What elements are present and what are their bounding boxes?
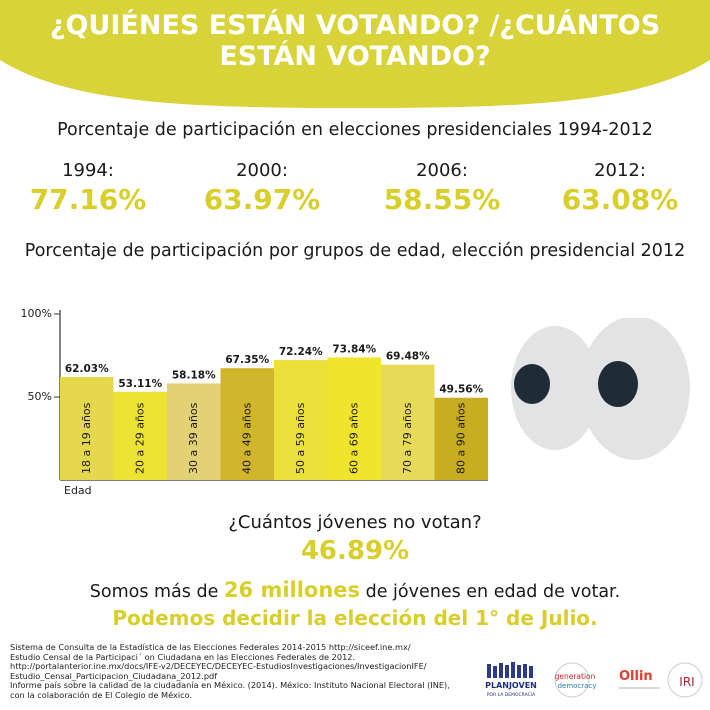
bar-value-label: 53.11%: [118, 378, 162, 390]
turnout-value: 58.55%: [383, 183, 501, 216]
page-title-line1: ¿QUIÉNES ESTÁN VOTANDO? /¿CUÁNTOS: [49, 10, 661, 41]
category-label: 30 a 39 años: [187, 402, 200, 474]
source-line: Estudio Censal de la Participaci´ on Ciu…: [10, 651, 356, 662]
left-pupil-icon: [514, 364, 550, 404]
bar: [274, 360, 328, 480]
category-label: 60 a 69 años: [347, 402, 360, 474]
category-label: 80 a 90 años: [454, 402, 467, 474]
turnout-year: 1994:: [62, 160, 114, 181]
category-label: 70 a 79 años: [401, 402, 414, 474]
bar: [113, 391, 167, 480]
header-banner: [0, 0, 710, 110]
planjoven-logo: PLANJOVEN POR LA DEMOCRACIA: [485, 662, 537, 698]
turnout-year: 2000:: [236, 160, 288, 181]
age-group-chart-svg: 100% 50% 62.03% 18 a 19 años 53.11% 20 a 29 a…: [21, 307, 488, 497]
chart-title: Porcentaje de participación por grupos d…: [24, 241, 686, 261]
page-title: ¿QUIÉNES ESTÁN VOTANDO? /¿CUÁNTOS ESTÁN …: [0, 10, 710, 72]
y-tick-label: 100%: [21, 307, 52, 320]
source-line: http://portalanterior.ine.mx/docs/IFE-v2…: [10, 661, 427, 671]
bar: [327, 357, 381, 480]
source-line: Sistema de Consulta de la Estadística de…: [10, 642, 411, 652]
gen-line1: generation: [555, 672, 596, 681]
turnout-item-2012: 2012: 63.08%: [540, 160, 700, 216]
right-pupil-icon: [598, 361, 638, 407]
call-to-action: Podemos decidir la elección del 1° de Ju…: [112, 606, 598, 630]
sources: Sistema de Consulta de la Estadística de…: [10, 642, 480, 700]
generation-democracy-logo: generation democracy: [554, 662, 597, 698]
source-line: Estudio_Censal_Participacion_Ciudadana_2…: [10, 670, 218, 681]
bar-value-label: 72.24%: [279, 346, 323, 358]
bar-value-label: 73.84%: [332, 343, 376, 355]
turnout-year: 2012:: [594, 160, 646, 181]
x-axis-label: Edad: [64, 484, 92, 497]
turnout-title: Porcentaje de participación en eleccione…: [57, 120, 653, 140]
source-line: con la colaboración de El Colegio de Méx…: [10, 689, 193, 700]
turnout-value: 63.97%: [203, 183, 321, 216]
young-count-highlight: 26 millones: [223, 578, 361, 602]
planjoven-line1: PLANJOVEN: [485, 681, 537, 690]
bar-value-label: 62.03%: [65, 363, 109, 375]
bar-value-label: 67.35%: [225, 354, 269, 366]
young-count-pre: Somos más de: [89, 582, 224, 602]
eyes-illustration: [510, 316, 690, 472]
turnout-item-2000: 2000: 63.97%: [182, 160, 342, 216]
young-question: ¿Cuántos jóvenes no votan?: [228, 512, 482, 533]
y-tick-label: 50%: [28, 390, 52, 403]
turnout-item-2006: 2006: 58.55%: [362, 160, 522, 216]
category-label: 50 a 59 años: [294, 402, 307, 474]
ollin-text: Ollin: [619, 669, 653, 684]
category-label: 40 a 49 años: [240, 402, 253, 474]
bar-value-label: 69.48%: [386, 351, 430, 363]
young-nonvoting-value: 46.89%: [300, 536, 410, 566]
turnout-value: 63.08%: [561, 183, 679, 216]
bar: [167, 383, 221, 480]
bar: [220, 368, 274, 480]
planjoven-line2: POR LA DEMOCRACIA: [487, 692, 536, 698]
source-line: Informe país sobre la calidad de la ciud…: [10, 680, 450, 690]
category-label: 20 a 29 años: [133, 402, 146, 474]
age-group-chart: 100% 50% 62.03% 18 a 19 años 53.11% 20 a 29 a…: [18, 298, 498, 502]
bar: [381, 364, 435, 480]
turnout-value: 77.16%: [29, 183, 147, 216]
bar: [60, 377, 114, 480]
gen-line2: democracy: [558, 682, 597, 690]
page-title-line2: ESTÁN VOTANDO?: [219, 41, 491, 72]
partner-logos: PLANJOVEN POR LA DEMOCRACIA generation d…: [485, 656, 705, 704]
young-count-line: Somos más de 26 millones de jóvenes en e…: [0, 578, 710, 602]
ollin-logo: Ollin: [619, 669, 660, 689]
iri-logo: IRI: [667, 662, 703, 698]
iri-text: IRI: [679, 675, 694, 689]
bar: [434, 397, 488, 480]
turnout-year: 2006:: [416, 160, 468, 181]
bar-value-label: 58.18%: [172, 369, 216, 381]
turnout-item-1994: 1994: 77.16%: [8, 160, 168, 216]
young-count-post: de jóvenes en edad de votar.: [360, 582, 621, 602]
bar-value-label: 49.56%: [439, 384, 483, 396]
left-eye-icon: [511, 326, 599, 450]
category-label: 18 a 19 años: [80, 402, 93, 474]
